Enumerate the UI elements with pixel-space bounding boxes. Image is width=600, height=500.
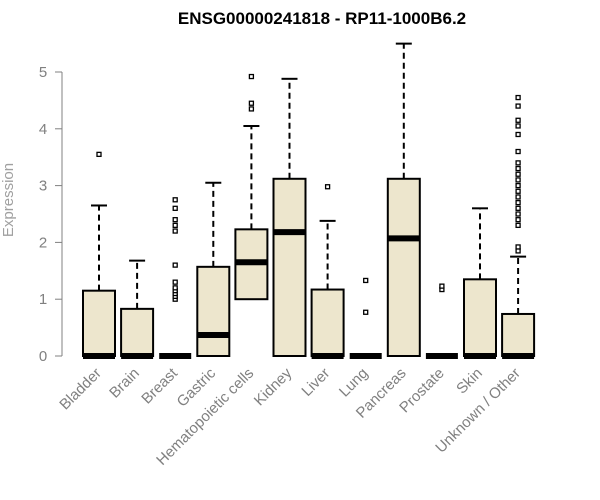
- plot-area: [82, 42, 536, 359]
- outlier-point: [515, 131, 521, 138]
- box-bladder: [82, 151, 116, 359]
- outlier-point: [515, 160, 521, 166]
- box-hematopoietic-cells: [234, 73, 269, 301]
- box-liver: [310, 184, 345, 359]
- box-breast: [159, 197, 192, 359]
- outlier-point: [515, 222, 521, 229]
- outlier-point: [515, 117, 521, 123]
- outlier-point: [515, 123, 521, 129]
- outlier-point: [172, 217, 178, 223]
- box-lung: [349, 277, 382, 359]
- outlier-point: [515, 194, 521, 200]
- outlier-point: [363, 309, 369, 315]
- outlier-point: [96, 151, 102, 158]
- outlier-point: [172, 228, 178, 234]
- y-axis: 0 1 2 3 4 5: [39, 64, 63, 365]
- y-tick-label: 4: [39, 121, 47, 138]
- outlier-point: [248, 106, 255, 112]
- outlier-point: [515, 217, 521, 223]
- x-tick-label: Kidney: [251, 364, 296, 409]
- outlier-point: [515, 182, 521, 189]
- box-body: [196, 265, 231, 358]
- x-tick-label: Brain: [106, 365, 143, 402]
- outlier-point: [515, 103, 521, 109]
- x-tick-label: Skin: [453, 365, 486, 398]
- x-tick-label: Bladder: [56, 365, 105, 414]
- chart-title: ENSG00000241818 - RP11-1000B6.2: [178, 9, 466, 28]
- box-pancreas: [386, 42, 421, 357]
- outlier-point: [515, 171, 521, 177]
- box-kidney: [272, 77, 307, 357]
- y-tick-label: 3: [39, 178, 47, 195]
- outlier-point: [172, 262, 178, 268]
- y-tick-label: 1: [39, 291, 47, 308]
- outlier-point: [515, 188, 521, 194]
- x-tick-label: Liver: [298, 365, 333, 400]
- box-skin: [463, 207, 497, 359]
- outlier-point: [172, 205, 178, 211]
- outlier-point: [515, 165, 521, 172]
- box-prostate: [425, 283, 458, 359]
- outlier-point: [248, 100, 255, 106]
- outlier-point: [248, 73, 255, 80]
- box-gastric: [196, 181, 231, 358]
- outlier-point: [172, 285, 178, 291]
- box-brain: [120, 259, 155, 359]
- y-axis-label: Expression: [0, 163, 17, 237]
- box-unknown-other: [501, 94, 536, 359]
- outlier-point: [172, 279, 178, 285]
- outlier-point: [515, 205, 521, 211]
- y-tick-label: 0: [39, 348, 47, 365]
- box-body: [310, 288, 345, 358]
- box-body: [386, 177, 421, 357]
- box-body: [272, 177, 307, 357]
- outlier-point: [363, 277, 369, 284]
- outlier-point: [515, 211, 521, 217]
- y-tick-label: 2: [39, 234, 47, 251]
- outlier-point: [515, 148, 521, 155]
- outlier-point: [172, 197, 178, 203]
- outlier-point: [439, 283, 445, 289]
- box-body: [82, 289, 116, 357]
- outlier-point: [172, 222, 178, 229]
- outlier-point: [515, 244, 521, 250]
- box-body: [120, 307, 155, 357]
- outlier-point: [324, 184, 331, 190]
- box-body: [463, 278, 497, 358]
- y-tick-label: 5: [39, 64, 47, 81]
- outlier-point: [515, 94, 521, 101]
- box-body: [501, 312, 536, 357]
- outlier-point: [515, 177, 521, 183]
- outlier-point: [515, 199, 521, 206]
